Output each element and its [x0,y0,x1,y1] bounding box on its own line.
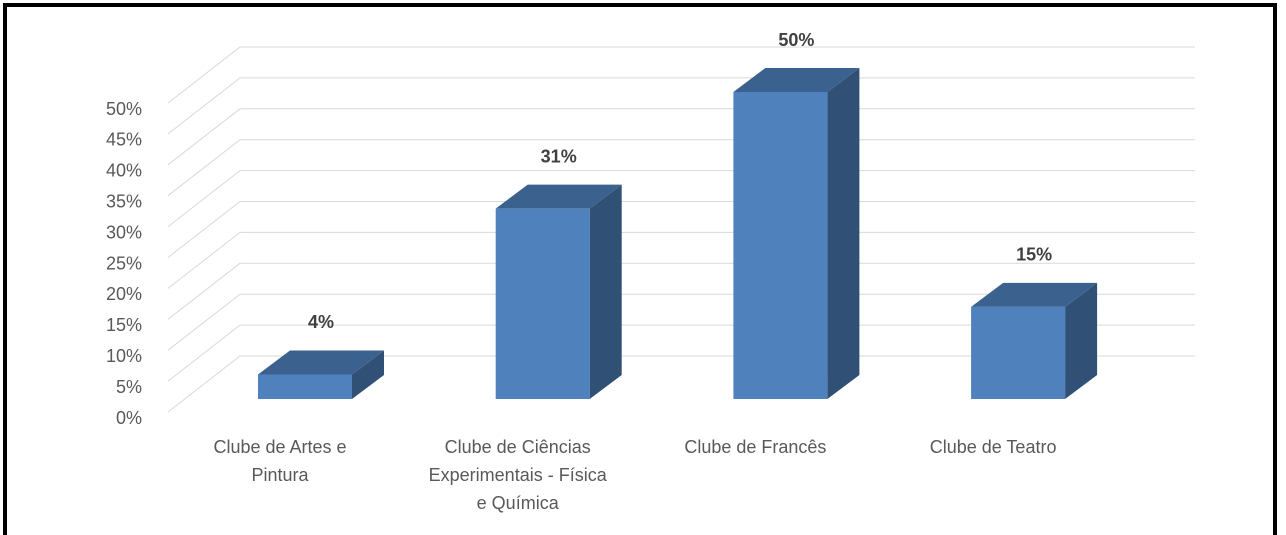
bar [971,306,1066,399]
y-tick-label: 35% [106,191,142,211]
y-tick-label: 0% [116,408,142,428]
grid-line [167,231,1195,289]
y-tick-label: 25% [106,253,142,273]
bar-side [352,350,384,399]
grid-line [167,355,1195,413]
frame [3,3,1277,535]
grid-line [167,139,1195,197]
y-tick-label: 50% [106,99,142,119]
y-tick-label: 30% [106,222,142,242]
y-tick-label: 40% [106,161,142,181]
bar [733,92,828,399]
x-tick-label: Clube de Ciências Experimentais - Física… [428,437,607,513]
grid-line [167,108,1195,166]
grid-line [167,324,1195,382]
value-label: 15% [1016,245,1052,265]
grid-line [167,170,1195,227]
bar-top [258,350,384,375]
grid-line [167,201,1195,258]
bar-side [589,184,622,399]
bar-side [827,68,860,399]
grid-line [167,293,1195,351]
grid-line [167,262,1195,320]
value-label: 4% [308,312,334,332]
bar-side [1065,282,1098,399]
bar-top [971,282,1098,307]
bar-top [733,68,860,92]
y-tick-label: 15% [106,315,142,335]
grid-line [167,46,1195,104]
bar [258,374,352,399]
value-label: 31% [541,146,577,166]
x-tick-label: Clube de Artes e Pintura [213,437,347,485]
y-tick-label: 45% [106,130,142,150]
bar [495,208,590,399]
x-tick-label: Clube de Teatro [929,437,1057,457]
x-tick-label: Clube de Francês [684,437,827,457]
bar-top [495,184,622,209]
grid-line [167,77,1195,135]
y-tick-label: 5% [116,377,142,397]
value-label: 50% [778,30,814,50]
y-tick-label: 20% [106,284,142,304]
y-tick-label: 10% [106,346,142,366]
